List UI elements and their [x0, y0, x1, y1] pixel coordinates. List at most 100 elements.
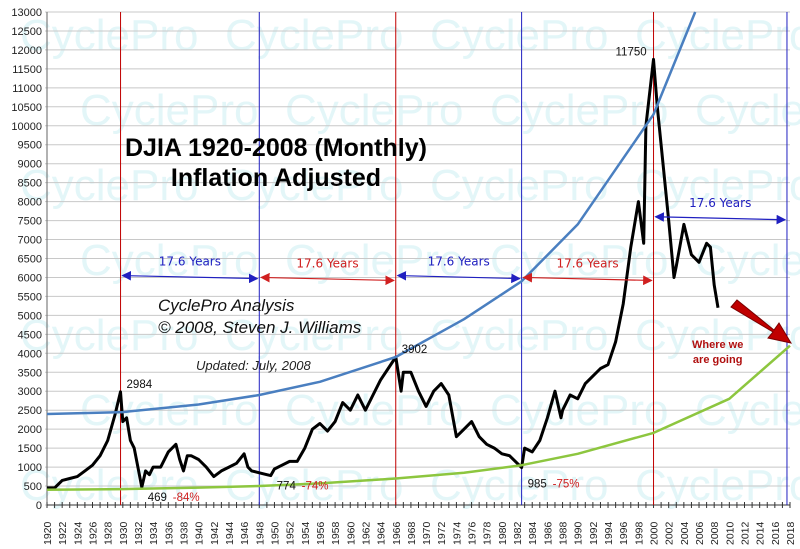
chart-title-block: DJIA 1920-2008 (Monthly) Inflation Adjus…: [125, 133, 427, 193]
x-tick-label: 1944: [224, 521, 236, 545]
x-tick-label: 1980: [497, 521, 509, 545]
x-tick-label: 1942: [209, 521, 221, 545]
x-tick-label: 1962: [360, 521, 372, 545]
x-tick-label: 1990: [573, 521, 585, 545]
watermark: CyclePro: [430, 11, 609, 60]
span-label: 17.6 Years: [556, 256, 618, 270]
watermark: CyclePro: [225, 11, 404, 60]
x-tick-label: 1970: [421, 521, 433, 545]
y-tick-label: 13000: [11, 7, 42, 19]
upper-trend-curve: [46, 11, 697, 416]
watermark: CyclePro: [20, 461, 199, 510]
forecast-label: Where we are going: [692, 338, 743, 368]
y-tick-label: 12000: [11, 45, 42, 57]
x-tick-label: 2016: [770, 521, 782, 545]
x-tick-label: 1996: [618, 521, 630, 545]
x-tick-label: 1920: [42, 521, 54, 545]
drawdown-percent: -84%: [173, 492, 200, 504]
forecast-label-line-2: are going: [692, 354, 743, 366]
x-tick-label: 1950: [269, 521, 281, 545]
span-label: 17.6 Years: [428, 255, 490, 269]
x-tick-label: 2000: [649, 521, 661, 545]
x-tick-label: 1938: [178, 521, 190, 545]
x-tick-label: 1986: [542, 521, 554, 545]
y-tick-label: 500: [24, 481, 42, 493]
y-tick-label: 7000: [18, 235, 42, 247]
x-tick-label: 2002: [664, 521, 676, 545]
x-tick-label: 1936: [163, 521, 175, 545]
watermark: CyclePro: [430, 461, 609, 510]
x-tick-label: 1946: [239, 521, 251, 545]
y-tick-label: 2500: [18, 405, 42, 417]
x-tick-label: 2006: [694, 521, 706, 545]
x-tick-label: 1978: [482, 521, 494, 545]
forecast-label-line-1: Where we: [692, 339, 744, 351]
watermark: CyclePro: [635, 461, 800, 510]
x-tick-label: 1974: [451, 521, 463, 545]
chart-title: DJIA 1920-2008 (Monthly): [125, 134, 427, 162]
value-annotation: 3902: [402, 344, 428, 356]
span-arrow: [522, 272, 653, 286]
span-label: 17.6 Years: [689, 196, 751, 210]
x-tick-label: 1998: [633, 521, 645, 545]
y-tick-label: 3000: [18, 386, 42, 398]
x-tick-label: 1956: [315, 521, 327, 545]
y-tick-label: 1500: [18, 443, 42, 455]
value-annotation: 2984: [127, 379, 153, 391]
x-tick-label: 2014: [755, 521, 767, 545]
credit-line-2: © 2008, Steven J. Williams: [158, 318, 362, 337]
y-tick-label: 9000: [18, 159, 42, 171]
watermark: CyclePro: [20, 11, 199, 60]
x-tick-label: 1922: [57, 521, 69, 545]
x-tick-label: 1934: [148, 521, 160, 545]
y-tick-label: 12500: [11, 26, 42, 38]
y-tick-label: 8000: [18, 197, 42, 209]
y-tick-label: 9500: [18, 140, 42, 152]
x-tick-label: 1992: [588, 521, 600, 545]
x-tick-label: 2018: [785, 521, 797, 545]
watermark: CyclePro: [80, 86, 259, 135]
watermark: CyclePro: [225, 311, 404, 360]
y-tick-label: 10000: [11, 121, 42, 133]
watermark: CyclePro: [20, 311, 199, 360]
watermark: CyclePro: [490, 86, 669, 135]
x-tick-label: 2008: [709, 521, 721, 545]
y-tick-label: 8500: [18, 178, 42, 190]
x-tick-label: 1994: [603, 521, 615, 545]
x-tick-label: 1966: [391, 521, 403, 545]
watermark: CyclePro: [285, 86, 464, 135]
y-tick-label: 1000: [18, 462, 42, 474]
x-tick-label: 1948: [254, 521, 266, 545]
x-tick-label: 1952: [285, 521, 297, 545]
djia-line: [47, 57, 720, 490]
x-tick-label: 1976: [467, 521, 479, 545]
x-tick-label: 1932: [133, 521, 145, 545]
y-tick-label: 4500: [18, 329, 42, 341]
chart-subtitle: Inflation Adjusted: [170, 164, 382, 192]
forecast-arrow: [730, 299, 793, 344]
x-tick-label: 2004: [679, 521, 691, 545]
y-tick-label: 7500: [18, 216, 42, 228]
x-tick-label: 1984: [527, 521, 539, 545]
updated-note: Updated: July, 2008: [196, 358, 311, 373]
value-annotation: 985: [528, 479, 547, 491]
span-label: 17.6 Years: [159, 255, 221, 269]
x-tick-label: 1960: [345, 521, 357, 545]
x-tick-label: 1982: [512, 521, 524, 545]
y-tick-label: 4000: [18, 348, 42, 360]
x-tick-label: 1930: [118, 521, 130, 545]
value-annotation: 11750: [616, 46, 647, 58]
y-tick-label: 6000: [18, 272, 42, 284]
x-tick-label: 1968: [406, 521, 418, 545]
y-tick-label: 11500: [12, 64, 42, 76]
span-arrow: [121, 270, 259, 284]
x-tick-label: 1958: [330, 521, 342, 545]
y-tick-label: 6500: [18, 254, 42, 266]
lower-trend-curve: [46, 344, 791, 492]
y-tick-label: 5500: [18, 291, 42, 303]
credit: CyclePro Analysis © 2008, Steven J. Will…: [158, 295, 361, 339]
span-label: 17.6 Years: [296, 256, 358, 270]
span-arrow: [260, 272, 395, 286]
x-tick-label: 1988: [558, 521, 570, 545]
